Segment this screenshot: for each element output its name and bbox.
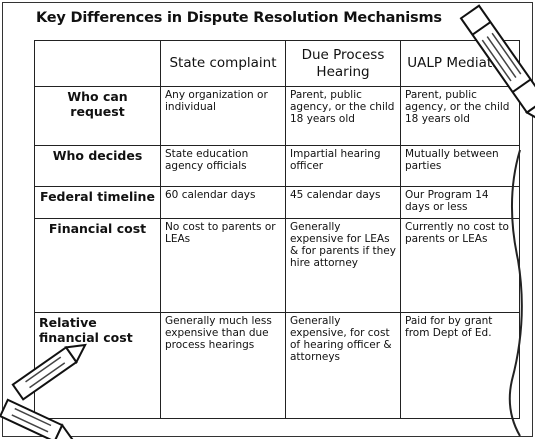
- comparison-table: State complaint Due Process Hearing UALP M…: [34, 40, 520, 419]
- table-row: Who decides State education agency offici…: [34, 145, 520, 187]
- table-cell: Parent, public agency, or the child 18 y…: [285, 86, 401, 146]
- corner-cell: [34, 40, 161, 87]
- table-cell: State education agency officials: [160, 145, 286, 187]
- crayon-top: [459, 4, 535, 127]
- wavy-line: [508, 149, 523, 437]
- table-cell: Parent, public agency, or the child 18 y…: [400, 86, 520, 146]
- table-row: Relative financial cost Generally much le…: [34, 312, 520, 419]
- table-cell: Any organization or individual: [160, 86, 286, 146]
- row-header: Federal timeline: [34, 186, 161, 219]
- table-cell: Generally much less expensive than due p…: [160, 312, 286, 419]
- table-cell: 60 calendar days: [160, 186, 286, 219]
- table-row: Federal timeline 60 calendar days 45 calen…: [34, 186, 520, 219]
- column-header: State complaint: [160, 40, 286, 87]
- table-cell: Mutually between parties: [400, 145, 520, 187]
- row-header: Financial cost: [34, 218, 161, 313]
- title: Key Differences in Dispute Resolution Me…: [36, 10, 442, 26]
- crayon-bottom-1: [11, 343, 87, 401]
- table-row: Who can request Any organization or indiv…: [34, 86, 520, 146]
- crayon-bottom-2: [0, 398, 75, 439]
- table-row: Financial cost No cost to parents or LEAs…: [34, 218, 520, 313]
- table-cell: Paid for by grant from Dept of Ed.: [400, 312, 520, 419]
- table-cell: Generally expensive, for cost of hearing…: [285, 312, 401, 419]
- row-header: Who decides: [34, 145, 161, 187]
- table-cell: Impartial hearing officer: [285, 145, 401, 187]
- table-cell: Generally expensive for LEAs & for paren…: [285, 218, 401, 313]
- row-header: Who can request: [34, 86, 161, 146]
- table-body: Who can request Any organization or indiv…: [34, 86, 520, 419]
